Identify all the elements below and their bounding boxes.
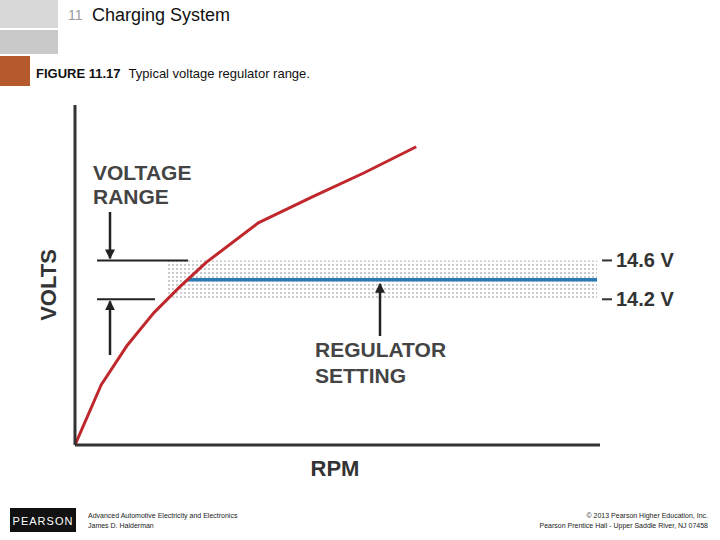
book-title: Advanced Automotive Electricity and Elec… xyxy=(88,512,238,520)
chapter-number: 11 xyxy=(68,7,83,23)
figure-number: FIGURE 11.17 xyxy=(36,66,121,81)
y-tick xyxy=(602,259,612,261)
voltage-range-band xyxy=(167,260,597,299)
header-image xyxy=(0,0,58,28)
regulator-label: SETTING xyxy=(315,364,406,387)
book-author: James D. Halderman xyxy=(88,522,154,529)
voltage-curve xyxy=(75,147,416,445)
figure-caption: FIGURE 11.17 Typical voltage regulator ra… xyxy=(36,66,310,81)
y-axis xyxy=(74,105,77,445)
plot-area xyxy=(75,147,416,445)
range-top-line xyxy=(97,259,188,261)
range-label: RANGE xyxy=(93,185,169,208)
x-axis xyxy=(75,444,600,447)
publisher-logo xyxy=(10,508,76,532)
y-axis-label: VOLTS xyxy=(36,249,61,321)
range-label: VOLTAGE xyxy=(93,161,191,184)
y-tick-label: 14.6 V xyxy=(616,249,674,271)
regulator-setting-line xyxy=(187,278,597,282)
range-bottom-line xyxy=(97,298,155,300)
header-image xyxy=(0,30,58,54)
chapter-title: Charging System xyxy=(92,5,230,25)
copyright: © 2013 Pearson Higher Education, Inc. xyxy=(586,512,708,520)
publisher-address: Pearson Prentice Hall - Upper Saddle Riv… xyxy=(540,522,709,530)
caption-text: Typical voltage regulator range. xyxy=(129,66,310,81)
x-axis-label: RPM xyxy=(311,456,360,481)
publisher-name: PEARSON xyxy=(13,515,74,527)
slide: 11 Charging System FIGURE 11.17 Typical vol… xyxy=(0,0,720,540)
header-image xyxy=(0,56,30,86)
regulator-arrow xyxy=(379,284,382,336)
range-arrow-up xyxy=(109,301,112,355)
y-tick-label: 14.2 V xyxy=(616,288,674,310)
regulator-label: REGULATOR xyxy=(315,338,446,361)
range-arrow-down xyxy=(109,212,112,258)
y-tick xyxy=(602,298,612,300)
